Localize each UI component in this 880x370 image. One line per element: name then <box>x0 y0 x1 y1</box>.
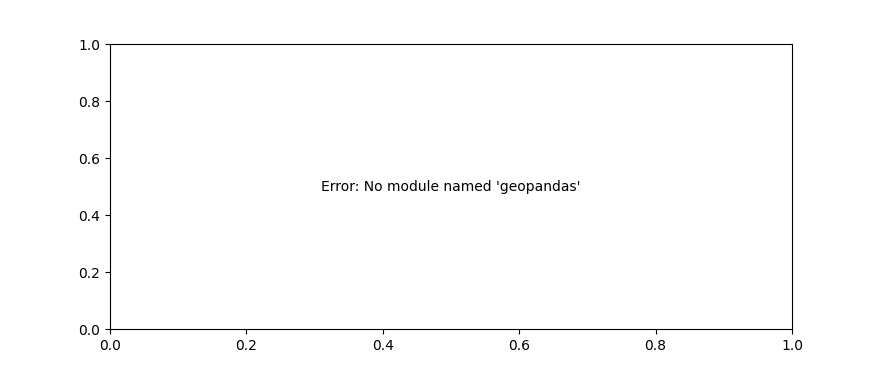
Text: Error: No module named 'geopandas': Error: No module named 'geopandas' <box>321 180 581 194</box>
